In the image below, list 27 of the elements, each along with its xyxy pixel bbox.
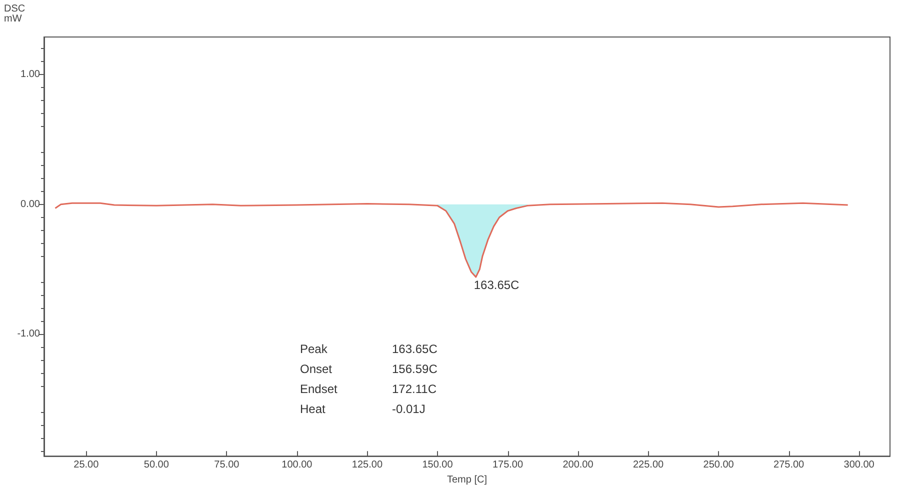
annotation: 156.59C <box>392 362 438 376</box>
x-tick-label: 200.00 <box>562 460 594 471</box>
x-tick-label: 25.00 <box>74 460 100 471</box>
annotation: Heat <box>300 402 326 416</box>
x-tick-label: 50.00 <box>144 460 170 471</box>
annotation: Endset <box>300 382 338 396</box>
x-tick-label: 75.00 <box>214 460 240 471</box>
y-axis-title: DSC mW <box>4 4 26 24</box>
annotation: 163.65C <box>474 278 520 292</box>
line-series <box>54 202 849 278</box>
x-tick-label: 175.00 <box>492 460 524 471</box>
annotation: -0.01J <box>392 402 426 416</box>
y-tick-label: -1.00 <box>17 328 40 340</box>
x-tick-label: 150.00 <box>422 460 454 471</box>
y-tick-label: 0.00 <box>20 198 40 210</box>
x-tick-label: 275.00 <box>774 460 805 471</box>
annotation: 163.65C <box>392 342 438 356</box>
annotation: 172.11C <box>392 382 437 396</box>
x-tick-label: 250.00 <box>703 460 734 471</box>
annotation: Onset <box>300 362 333 376</box>
x-tick-label: 300.00 <box>844 460 875 471</box>
x-axis-title: Temp [C] <box>446 474 488 486</box>
x-tick-label: 125.00 <box>352 460 383 471</box>
x-tick-label: 100.00 <box>282 460 313 471</box>
x-tick-label: 225.00 <box>632 460 664 471</box>
y-tick-label: 1.00 <box>20 69 40 80</box>
annotation: Peak <box>300 342 328 356</box>
